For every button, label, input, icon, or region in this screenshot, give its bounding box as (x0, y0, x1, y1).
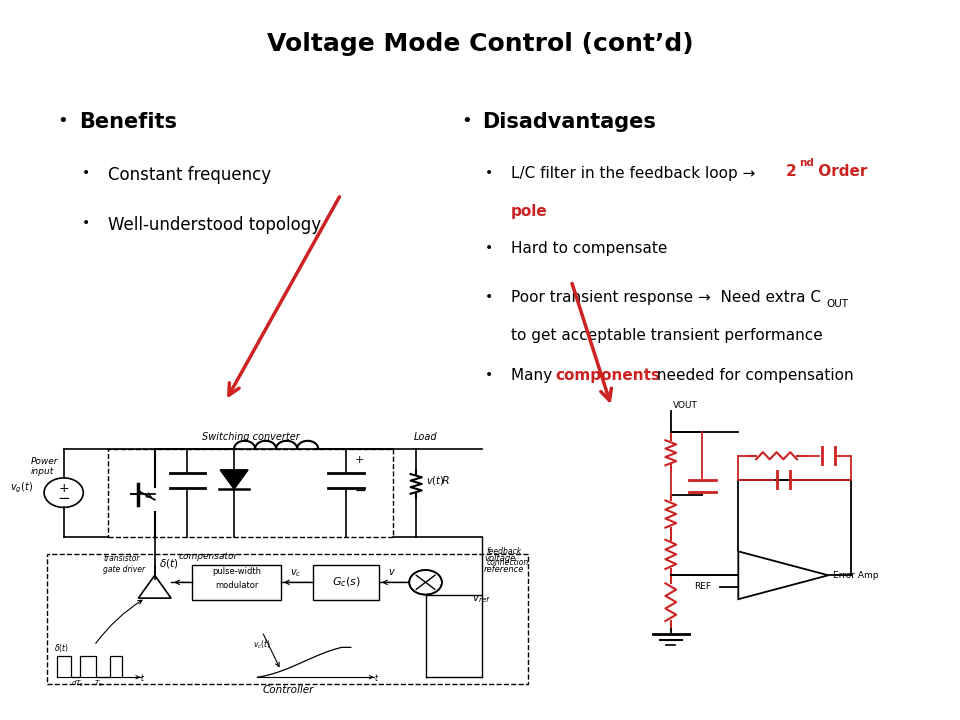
Text: nd: nd (799, 158, 813, 168)
Text: •: • (58, 112, 68, 130)
Text: $v_c$: $v_c$ (290, 567, 301, 579)
Text: to get acceptable transient performance: to get acceptable transient performance (511, 328, 823, 343)
Text: Order: Order (813, 164, 868, 179)
Text: OUT: OUT (827, 299, 849, 309)
Text: modulator: modulator (215, 580, 258, 590)
Text: compensator: compensator (179, 552, 237, 562)
Text: Load: Load (414, 432, 438, 442)
Text: VOUT: VOUT (673, 401, 698, 410)
Text: pole: pole (511, 204, 547, 219)
Text: •: • (485, 241, 493, 255)
Text: Well-understood topology: Well-understood topology (108, 216, 321, 234)
Text: transistor
gate driver: transistor gate driver (104, 554, 146, 574)
Text: pulse-width: pulse-width (212, 567, 261, 575)
Text: t: t (374, 675, 377, 683)
Text: •: • (82, 216, 90, 230)
Text: Error Amp: Error Amp (832, 571, 878, 580)
Text: Switching converter: Switching converter (202, 432, 300, 442)
Text: −: − (58, 492, 70, 506)
Text: •: • (485, 368, 493, 382)
Text: needed for compensation: needed for compensation (652, 368, 853, 383)
Text: Controller: Controller (262, 685, 314, 695)
Text: voltage
reference: voltage reference (484, 554, 524, 574)
Text: Many: Many (511, 368, 557, 383)
Text: Hard to compensate: Hard to compensate (511, 241, 667, 256)
Text: 2: 2 (786, 164, 797, 179)
Text: $\delta(t)$: $\delta(t)$ (55, 642, 69, 654)
Text: Benefits: Benefits (79, 112, 177, 132)
Text: Constant frequency: Constant frequency (108, 166, 271, 184)
Text: •: • (461, 112, 471, 130)
Text: Poor transient response →  Need extra C: Poor transient response → Need extra C (511, 290, 821, 305)
Text: components: components (556, 368, 660, 383)
Bar (108, 449, 393, 536)
Text: −: − (354, 483, 366, 498)
Bar (314, 564, 379, 600)
Text: $v_{ref}$: $v_{ref}$ (472, 594, 492, 606)
Text: +: + (354, 455, 364, 465)
Text: Disadvantages: Disadvantages (482, 112, 656, 132)
Text: L/C filter in the feedback loop →: L/C filter in the feedback loop → (511, 166, 760, 181)
Bar (47, 554, 528, 684)
Text: •: • (82, 166, 90, 179)
Text: +: + (59, 482, 69, 495)
Text: $dT_s$: $dT_s$ (71, 679, 84, 689)
Text: Power
input: Power input (31, 456, 59, 476)
Text: $G_c(s)$: $G_c(s)$ (332, 575, 361, 589)
Text: R: R (442, 476, 449, 486)
Text: REF: REF (694, 582, 711, 590)
Text: Voltage Mode Control (cont’d): Voltage Mode Control (cont’d) (267, 32, 693, 56)
Text: t: t (141, 675, 144, 683)
Text: $v(t)$: $v(t)$ (425, 474, 444, 487)
Text: $\delta(t)$: $\delta(t)$ (159, 557, 179, 570)
Polygon shape (220, 470, 248, 489)
Text: $T_s$: $T_s$ (94, 679, 103, 689)
Text: $v_c(t)$: $v_c(t)$ (252, 639, 271, 651)
Text: •: • (485, 166, 493, 179)
Text: v: v (388, 567, 394, 577)
Text: •: • (485, 290, 493, 304)
Bar (192, 564, 280, 600)
Text: $v_g(t)$: $v_g(t)$ (11, 480, 34, 495)
Text: feedback
connection: feedback connection (487, 547, 529, 567)
